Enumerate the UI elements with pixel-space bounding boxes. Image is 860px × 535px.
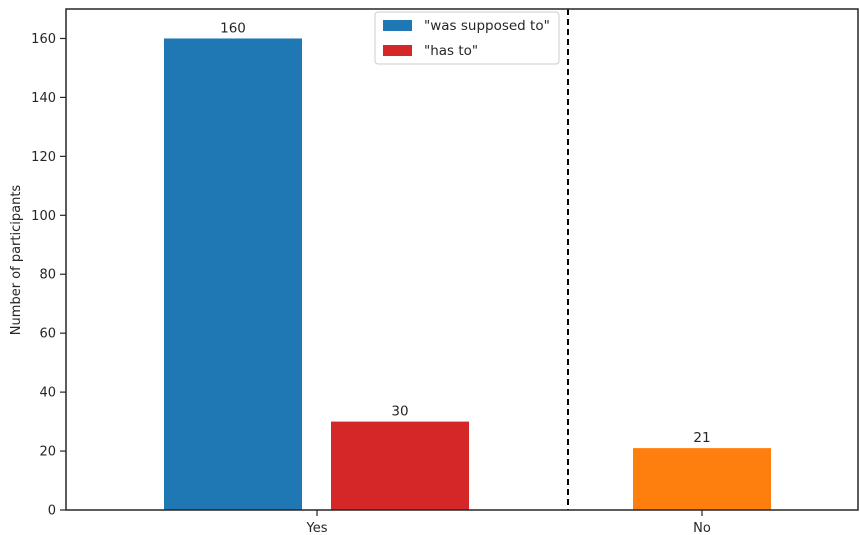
bar-value-label-2: 21 <box>693 430 710 446</box>
bars-group <box>164 38 771 511</box>
bar-yes-0 <box>164 38 302 511</box>
y-axis: 0 20 40 60 80 100 120 140 160 <box>31 32 66 519</box>
legend-box <box>374 11 560 65</box>
x-tick-label-no: No <box>693 521 711 535</box>
y-tick-label: 20 <box>39 445 56 460</box>
plot-frame <box>65 8 859 511</box>
y-tick-label: 100 <box>31 209 56 224</box>
legend-swatch-was-supposed-to <box>383 20 412 31</box>
x-tick-label-yes: Yes <box>306 521 328 535</box>
legend-label-has-to: "has to" <box>424 43 478 59</box>
y-tick-label: 120 <box>31 150 56 165</box>
y-tick-label: 140 <box>31 91 56 106</box>
bar-value-label-0: 160 <box>220 20 246 36</box>
bar-yes-1 <box>331 421 469 510</box>
y-tick-label: 40 <box>39 386 56 401</box>
y-axis-title: Number of participants <box>9 185 24 336</box>
y-tick-label: 160 <box>31 32 56 47</box>
legend-label-was-supposed-to: "was supposed to" <box>424 18 550 34</box>
x-axis: Yes No <box>306 510 711 535</box>
legend-swatch-has-to <box>383 45 412 56</box>
y-tick-label: 60 <box>39 327 56 342</box>
y-tick-label: 0 <box>48 504 56 519</box>
bar-no-2 <box>633 448 771 510</box>
legend: "was supposed to" "has to" <box>374 11 560 65</box>
y-tick-label: 80 <box>39 268 56 283</box>
bar-value-label-1: 30 <box>391 404 408 420</box>
bar-labels-group: 160 30 21 <box>220 20 710 446</box>
